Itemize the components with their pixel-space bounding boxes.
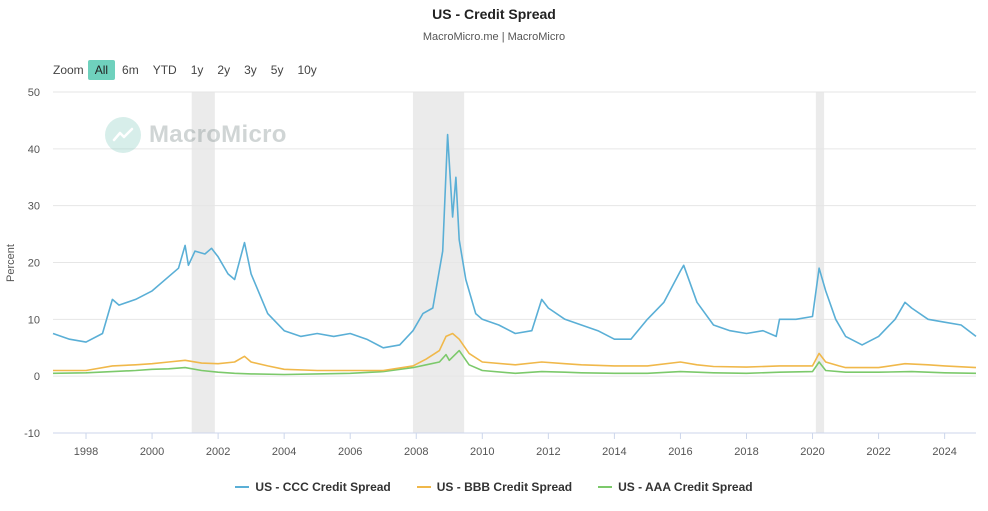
x-tick-label: 2018 [734, 446, 758, 458]
legend-label-bbb: US - BBB Credit Spread [436, 480, 573, 494]
legend: US - CCC Credit Spread US - BBB Credit S… [0, 480, 988, 494]
x-tick-label: 1998 [74, 446, 98, 458]
x-tick-label: 2010 [470, 446, 494, 458]
x-tick-label: 2020 [800, 446, 824, 458]
chart-title: US - Credit Spread [432, 6, 556, 22]
x-tick-label: 2014 [602, 446, 626, 458]
x-tick-label: 2024 [932, 446, 956, 458]
legend-item-ccc[interactable]: US - CCC Credit Spread [235, 480, 391, 494]
watermark-text: MacroMicro [149, 121, 287, 148]
watermark: MacroMicro [105, 117, 287, 153]
x-tick-label: 2006 [338, 446, 362, 458]
x-tick-label: 2022 [866, 446, 890, 458]
legend-item-bbb[interactable]: US - BBB Credit Spread [416, 480, 573, 494]
y-axis-label: Percent [5, 244, 17, 282]
series-line-ccc [52, 133, 977, 349]
zoom-bar: Zoom All 6m YTD 1y 2y 3y 5y 10y [53, 60, 324, 80]
legend-label-ccc: US - CCC Credit Spread [255, 480, 391, 494]
x-axis: 1998 2000 2002 2004 2006 2008 2010 2012 2014 2016… [53, 432, 976, 458]
legend-swatch-bbb [416, 486, 431, 488]
zoom-10y-button[interactable]: 10y [297, 63, 317, 77]
y-tick-label: 20 [28, 258, 40, 270]
zoom-all-button[interactable]: All [87, 60, 116, 80]
series-line-aaa [52, 349, 977, 376]
zoom-ytd-button[interactable]: YTD [152, 63, 177, 77]
legend-item-aaa[interactable]: US - AAA Credit Spread [598, 480, 753, 494]
x-tick-label: 2002 [206, 446, 230, 458]
zoom-2y-button[interactable]: 2y [217, 63, 231, 77]
x-tick-label: 2016 [668, 446, 692, 458]
y-tick-label: -10 [24, 428, 40, 440]
legend-swatch-ccc [235, 486, 250, 488]
grid-lines [53, 91, 976, 434]
x-tick-label: 2008 [404, 446, 428, 458]
legend-swatch-aaa [598, 486, 613, 488]
series-lines [52, 133, 977, 376]
zoom-label: Zoom [53, 63, 84, 77]
series-line-bbb [53, 332, 977, 372]
y-tick-label: 0 [34, 371, 40, 383]
chart-subtitle: MacroMicro.me | MacroMicro [422, 31, 566, 43]
x-tick-label: 2004 [272, 446, 296, 458]
zoom-5y-button[interactable]: 5y [270, 63, 284, 77]
macromicro-logo-icon [105, 117, 141, 153]
legend-label-aaa: US - AAA Credit Spread [618, 480, 753, 494]
x-tick-label: 2012 [536, 446, 560, 458]
y-axis: -10 0 10 20 30 40 50 [24, 87, 40, 440]
x-tick-label: 2000 [140, 446, 164, 458]
y-tick-label: 30 [28, 201, 40, 213]
y-tick-label: 40 [28, 144, 40, 156]
y-tick-label: 10 [28, 314, 40, 326]
y-tick-label: 50 [28, 87, 40, 99]
zoom-6m-button[interactable]: 6m [122, 63, 139, 77]
zoom-3y-button[interactable]: 3y [244, 63, 257, 77]
zoom-1y-button[interactable]: 1y [190, 63, 204, 77]
